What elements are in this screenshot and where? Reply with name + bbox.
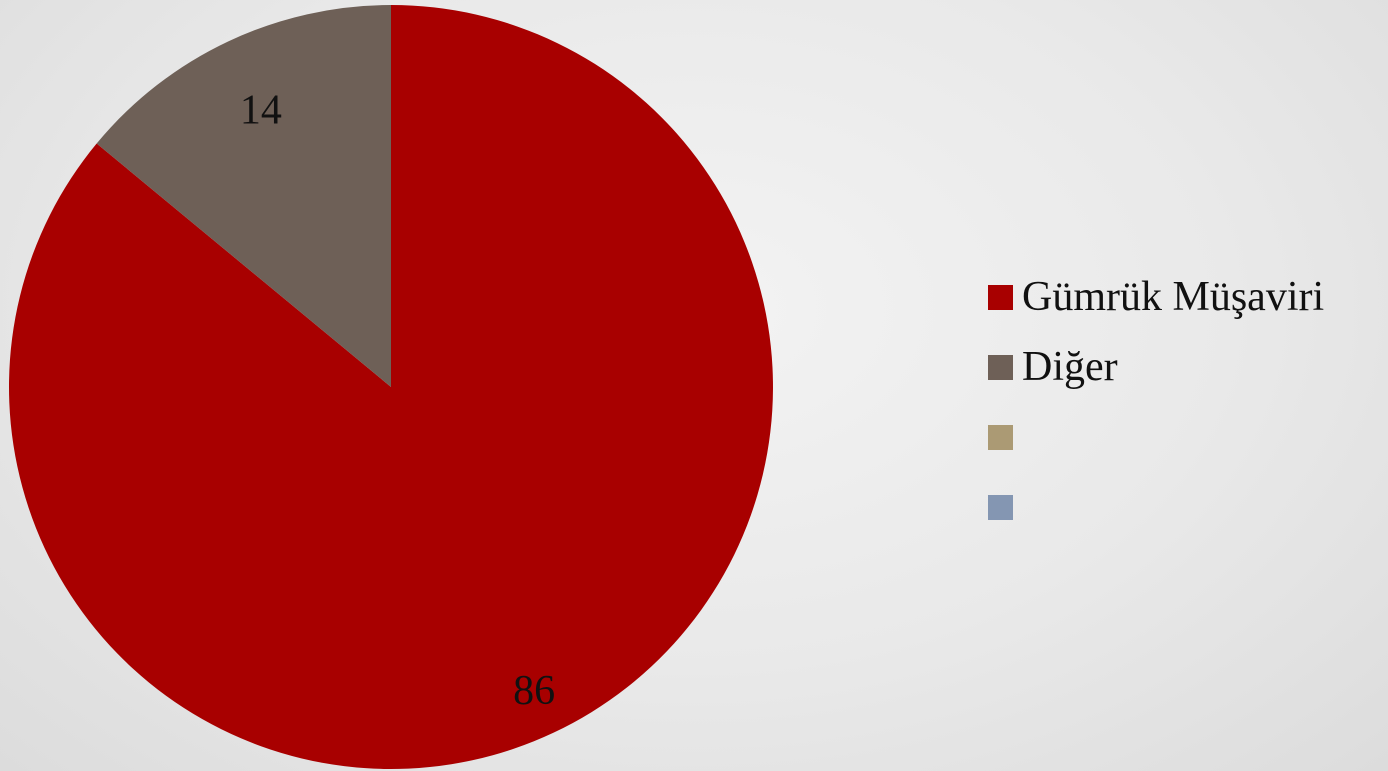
legend-swatch-empty-4 (988, 494, 1013, 520)
pie-slice-diger (96, 4, 391, 387)
legend-item-gumruk-musaviri: Gümrük Müşaviri (988, 262, 1378, 332)
legend-item-empty-3 (988, 402, 1378, 472)
legend-label-diger: Diğer (1022, 344, 1118, 390)
legend-item-diger: Diğer (988, 332, 1378, 402)
chart-legend: Gümrük Müşaviri Diğer (988, 262, 1378, 542)
data-label-gumruk-musaviri: 86 (513, 668, 555, 714)
legend-item-empty-4 (988, 472, 1378, 542)
pie-chart: 86 14 (8, 4, 773, 769)
pie-slice-gumruk-musaviri (8, 5, 773, 769)
legend-label-gumruk-musaviri: Gümrük Müşaviri (1022, 274, 1325, 320)
legend-swatch-diger (988, 354, 1013, 380)
data-label-diger: 14 (240, 88, 282, 134)
legend-swatch-empty-3 (988, 424, 1013, 450)
legend-swatch-gumruk-musaviri (988, 284, 1013, 310)
